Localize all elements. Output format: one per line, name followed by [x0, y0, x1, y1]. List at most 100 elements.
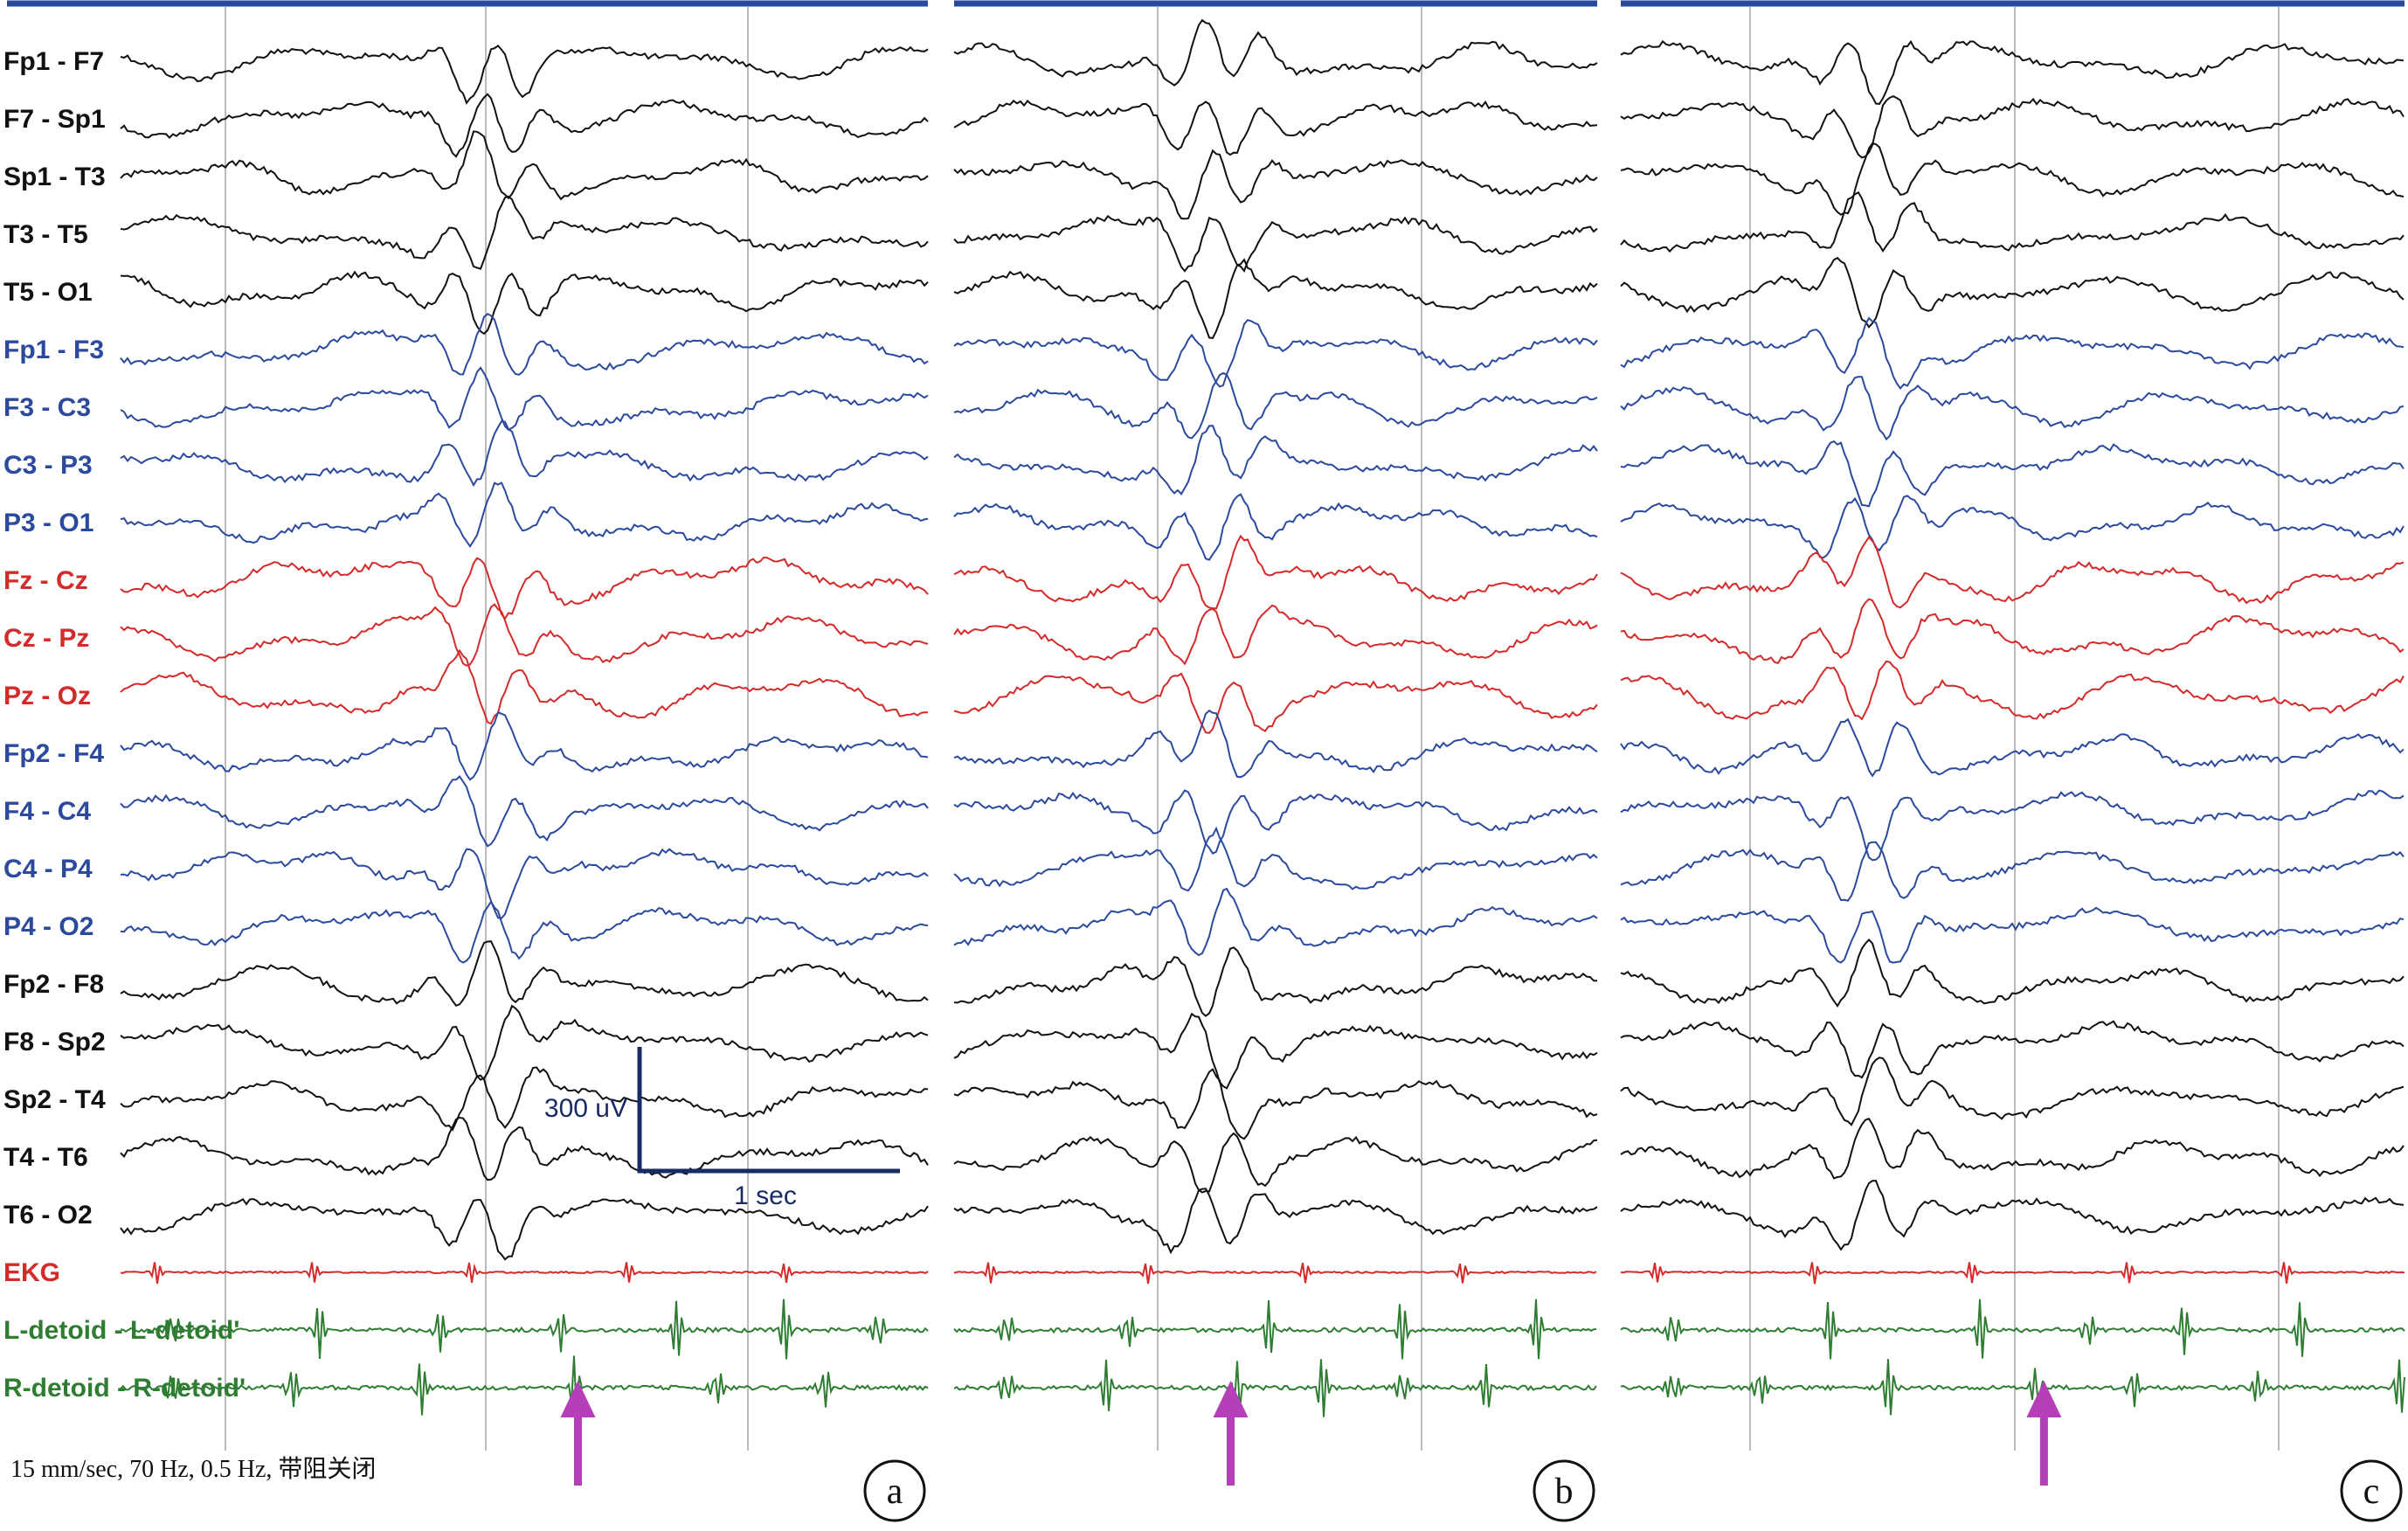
- channel-trace: [953, 604, 1598, 666]
- channel-trace: [120, 556, 929, 620]
- channel-trace: [120, 1299, 929, 1360]
- channel-trace: [120, 366, 929, 432]
- channel-trace: [120, 270, 929, 336]
- channel-trace: [1620, 841, 2405, 902]
- scale-bar: 300 uV 1 sec: [544, 1047, 900, 1210]
- channel-trace: [120, 848, 929, 919]
- channel-trace: [1620, 938, 2405, 1008]
- channel-trace: [1620, 495, 2405, 559]
- channel-trace: [1620, 142, 2405, 216]
- channel-label: Fp1 - F3: [3, 336, 104, 364]
- channel-trace: [953, 100, 1598, 156]
- channel-trace: [953, 214, 1598, 274]
- channel-trace: [953, 789, 1598, 855]
- channel-label: Fz - Cz: [3, 566, 88, 595]
- channel-label: Fp1 - F7: [3, 47, 104, 76]
- channel-trace: [953, 493, 1598, 561]
- channel-trace: [1620, 256, 2405, 329]
- channel-trace: [953, 1188, 1598, 1255]
- channel-label: EKG: [3, 1258, 60, 1287]
- channel-label: Cz - Pz: [3, 624, 89, 653]
- channel-label: F4 - C4: [3, 797, 91, 826]
- channel-trace: [1620, 1020, 2405, 1079]
- channel-trace: [120, 1355, 929, 1417]
- channel-trace: [953, 1262, 1597, 1285]
- event-arrow: [1213, 1381, 1249, 1486]
- channel-trace: [120, 900, 929, 964]
- channel-label: Sp2 - T4: [3, 1085, 106, 1114]
- channel-label: C3 - P3: [3, 451, 93, 480]
- channel-trace: [953, 672, 1598, 734]
- channel-label: T6 - O2: [3, 1201, 93, 1230]
- channel-trace: [953, 887, 1598, 957]
- channel-trace: [953, 1132, 1598, 1194]
- event-arrow: [560, 1381, 596, 1486]
- channel-label: L-detoid - L-detoid': [3, 1316, 239, 1345]
- channel-trace: [1620, 191, 2405, 253]
- channel-trace: [1620, 1359, 2405, 1416]
- channel-trace: [953, 826, 1598, 892]
- scale-amplitude-label: 300 uV: [544, 1094, 627, 1123]
- channel-trace: [1620, 717, 2405, 778]
- channel-trace: [120, 710, 929, 781]
- channel-label: Sp1 - T3: [3, 163, 106, 191]
- channel-trace: [1620, 39, 2405, 105]
- channel-trace: [1620, 1262, 2405, 1285]
- channel-trace: [120, 603, 929, 667]
- channel-trace: [953, 1012, 1598, 1090]
- svg-text:c: c: [2363, 1472, 2380, 1512]
- channel-trace: [120, 93, 929, 158]
- channel-label: T3 - T5: [3, 220, 88, 249]
- channel-trace: [120, 648, 929, 725]
- channel-trace: [953, 425, 1598, 495]
- svg-text:b: b: [1555, 1472, 1574, 1512]
- channel-trace: [1620, 94, 2405, 159]
- channel-trace: [120, 481, 929, 549]
- channel-trace: [1620, 660, 2405, 721]
- channel-trace: [953, 534, 1598, 610]
- channel-label: P4 - O2: [3, 912, 93, 941]
- channel-label: T5 - O1: [3, 278, 93, 307]
- channel-trace: [120, 130, 929, 201]
- channel-trace: [120, 44, 929, 105]
- channel-trace: [953, 709, 1598, 779]
- channel-trace: [1620, 536, 2405, 609]
- channel-trace: [1620, 1117, 2405, 1180]
- channel-trace: [1620, 1180, 2405, 1251]
- channel-trace: [1620, 376, 2405, 441]
- channel-trace: [953, 371, 1598, 440]
- svg-text:a: a: [887, 1472, 903, 1512]
- panel-letter: a: [863, 1459, 926, 1522]
- channel-trace: [953, 149, 1598, 220]
- channel-trace: [120, 195, 929, 270]
- channel-trace: [1620, 1056, 2405, 1126]
- channel-trace: [120, 1004, 929, 1081]
- scale-time-label: 1 sec: [734, 1181, 797, 1210]
- channel-trace: [120, 312, 929, 376]
- channel-label: F7 - Sp1: [3, 105, 106, 134]
- channel-trace: [953, 1359, 1597, 1417]
- channel-label: Fp2 - F8: [3, 970, 104, 999]
- arrows: [560, 1381, 2062, 1486]
- scale-bar-lines: [637, 1047, 900, 1174]
- channel-trace: [120, 1116, 929, 1181]
- channel-trace: [120, 419, 929, 488]
- traces: [120, 18, 2405, 1417]
- channel-trace: [1620, 598, 2405, 665]
- channel-label: T4 - T6: [3, 1143, 88, 1172]
- channel-trace: [1620, 906, 2405, 964]
- channel-label: Fp2 - F4: [3, 739, 104, 768]
- channel-label: F3 - C3: [3, 393, 91, 422]
- figure-caption: 15 mm/sec, 70 Hz, 0.5 Hz, 带阻关闭: [10, 1455, 376, 1483]
- channel-trace: [120, 774, 929, 848]
- channel-label: Pz - Oz: [3, 682, 91, 710]
- channel-trace: [953, 18, 1598, 87]
- channel-label: C4 - P4: [3, 855, 93, 883]
- channel-trace: [953, 319, 1598, 388]
- channel-label: F8 - Sp2: [3, 1028, 106, 1056]
- event-arrow: [2026, 1381, 2062, 1486]
- channel-trace: [953, 258, 1598, 339]
- channel-trace: [1620, 316, 2405, 391]
- channel-labels: Fp1 - F7 F7 - Sp1 Sp1 - T3 T3 - T5 T5 - O1 Fp…: [3, 47, 246, 1403]
